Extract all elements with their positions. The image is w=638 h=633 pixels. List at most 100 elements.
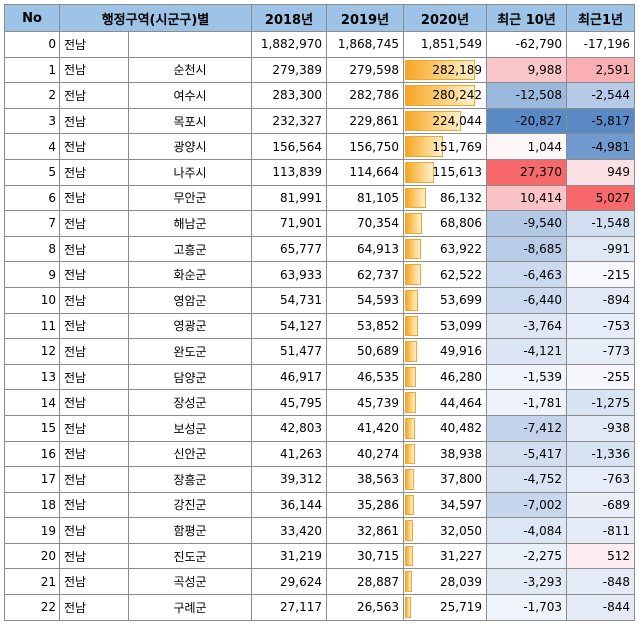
cell-2019[interactable]: 30,715 xyxy=(326,542,404,570)
cell-no[interactable]: 0 xyxy=(4,31,60,58)
cell-change-1y[interactable]: 2,591 xyxy=(566,56,635,84)
cell-change-10y[interactable]: -1,703 xyxy=(486,594,567,621)
cell-2020[interactable]: 53,099 xyxy=(403,312,487,340)
cell-no[interactable]: 11 xyxy=(4,312,60,340)
cell-change-1y[interactable]: -1,275 xyxy=(566,389,635,416)
cell-no[interactable]: 6 xyxy=(4,184,60,212)
cell-2018[interactable]: 113,839 xyxy=(251,158,327,186)
cell-city[interactable]: 진도군 xyxy=(128,542,252,570)
cell-2019[interactable]: 32,861 xyxy=(326,517,404,544)
cell-province[interactable]: 전남 xyxy=(59,363,129,391)
header-change-10y[interactable]: 최근 10년 xyxy=(486,4,567,32)
cell-2018[interactable]: 46,917 xyxy=(251,363,327,391)
cell-province[interactable]: 전남 xyxy=(59,235,129,263)
cell-city[interactable]: 영광군 xyxy=(128,312,252,340)
header-2020[interactable]: 2020년 xyxy=(403,4,487,32)
cell-change-10y[interactable]: -1,539 xyxy=(486,363,567,391)
cell-change-10y[interactable]: -4,752 xyxy=(486,466,567,493)
cell-province[interactable]: 전남 xyxy=(59,594,129,621)
cell-2020[interactable]: 68,806 xyxy=(403,210,487,237)
cell-no[interactable]: 15 xyxy=(4,414,60,442)
cell-2019[interactable]: 282,786 xyxy=(326,82,404,109)
cell-2020[interactable]: 1,851,549 xyxy=(403,31,487,58)
cell-province[interactable]: 전남 xyxy=(59,466,129,493)
cell-2018[interactable]: 31,219 xyxy=(251,542,327,570)
cell-2020[interactable]: 44,464 xyxy=(403,389,487,416)
cell-no[interactable]: 21 xyxy=(4,568,60,596)
cell-no[interactable]: 4 xyxy=(4,133,60,160)
cell-no[interactable]: 7 xyxy=(4,210,60,237)
cell-change-1y[interactable]: -844 xyxy=(566,594,635,621)
cell-change-10y[interactable]: -4,084 xyxy=(486,517,567,544)
cell-2019[interactable]: 45,739 xyxy=(326,389,404,416)
cell-change-1y[interactable]: -255 xyxy=(566,363,635,391)
cell-change-1y[interactable]: -2,544 xyxy=(566,82,635,109)
cell-2019[interactable]: 81,105 xyxy=(326,184,404,212)
cell-2020[interactable]: 63,922 xyxy=(403,235,487,263)
cell-2018[interactable]: 63,933 xyxy=(251,261,327,288)
cell-2018[interactable]: 27,117 xyxy=(251,594,327,621)
cell-2020[interactable]: 46,280 xyxy=(403,363,487,391)
cell-no[interactable]: 17 xyxy=(4,466,60,493)
cell-2019[interactable]: 64,913 xyxy=(326,235,404,263)
cell-2018[interactable]: 232,327 xyxy=(251,107,327,135)
cell-province[interactable]: 전남 xyxy=(59,414,129,442)
cell-2019[interactable]: 156,750 xyxy=(326,133,404,160)
cell-city[interactable]: 광양시 xyxy=(128,133,252,160)
cell-2020[interactable]: 28,039 xyxy=(403,568,487,596)
cell-change-10y[interactable]: -5,417 xyxy=(486,440,567,468)
cell-province[interactable]: 전남 xyxy=(59,491,129,519)
cell-province[interactable]: 전남 xyxy=(59,312,129,340)
cell-change-10y[interactable]: -62,790 xyxy=(486,31,567,58)
cell-no[interactable]: 13 xyxy=(4,363,60,391)
header-region[interactable]: 행정구역(시군구)별 xyxy=(59,4,252,32)
cell-change-1y[interactable]: -811 xyxy=(566,517,635,544)
cell-2019[interactable]: 1,868,745 xyxy=(326,31,404,58)
cell-2019[interactable]: 26,563 xyxy=(326,594,404,621)
cell-city[interactable]: 신안군 xyxy=(128,440,252,468)
cell-province[interactable]: 전남 xyxy=(59,31,129,58)
cell-2020[interactable]: 49,916 xyxy=(403,338,487,365)
cell-province[interactable]: 전남 xyxy=(59,133,129,160)
header-2018[interactable]: 2018년 xyxy=(251,4,327,32)
cell-city[interactable]: 구례군 xyxy=(128,594,252,621)
cell-city[interactable]: 강진군 xyxy=(128,491,252,519)
cell-2019[interactable]: 114,664 xyxy=(326,158,404,186)
cell-no[interactable]: 12 xyxy=(4,338,60,365)
cell-city[interactable]: 완도군 xyxy=(128,338,252,365)
cell-no[interactable]: 19 xyxy=(4,517,60,544)
cell-city[interactable]: 화순군 xyxy=(128,261,252,288)
cell-change-10y[interactable]: -4,121 xyxy=(486,338,567,365)
cell-2020[interactable]: 86,132 xyxy=(403,184,487,212)
cell-change-1y[interactable]: -5,817 xyxy=(566,107,635,135)
cell-province[interactable]: 전남 xyxy=(59,107,129,135)
cell-2019[interactable]: 46,535 xyxy=(326,363,404,391)
cell-province[interactable]: 전남 xyxy=(59,440,129,468)
cell-province[interactable]: 전남 xyxy=(59,184,129,212)
cell-2018[interactable]: 29,624 xyxy=(251,568,327,596)
cell-city[interactable]: 함평군 xyxy=(128,517,252,544)
cell-province[interactable]: 전남 xyxy=(59,158,129,186)
cell-change-1y[interactable]: 949 xyxy=(566,158,635,186)
cell-2020[interactable]: 34,597 xyxy=(403,491,487,519)
cell-change-10y[interactable]: -6,440 xyxy=(486,286,567,314)
cell-change-1y[interactable]: -689 xyxy=(566,491,635,519)
cell-2019[interactable]: 53,852 xyxy=(326,312,404,340)
cell-2020[interactable]: 37,800 xyxy=(403,466,487,493)
cell-2019[interactable]: 54,593 xyxy=(326,286,404,314)
cell-2019[interactable]: 279,598 xyxy=(326,56,404,84)
cell-2020[interactable]: 40,482 xyxy=(403,414,487,442)
cell-2020[interactable]: 151,769 xyxy=(403,133,487,160)
cell-change-10y[interactable]: 27,370 xyxy=(486,158,567,186)
cell-change-1y[interactable]: -848 xyxy=(566,568,635,596)
cell-2019[interactable]: 41,420 xyxy=(326,414,404,442)
cell-2019[interactable]: 229,861 xyxy=(326,107,404,135)
cell-no[interactable]: 22 xyxy=(4,594,60,621)
cell-2020[interactable]: 115,613 xyxy=(403,158,487,186)
cell-2018[interactable]: 33,420 xyxy=(251,517,327,544)
cell-change-10y[interactable]: -7,002 xyxy=(486,491,567,519)
cell-2019[interactable]: 28,887 xyxy=(326,568,404,596)
cell-2019[interactable]: 50,689 xyxy=(326,338,404,365)
cell-change-1y[interactable]: -763 xyxy=(566,466,635,493)
cell-2019[interactable]: 70,354 xyxy=(326,210,404,237)
